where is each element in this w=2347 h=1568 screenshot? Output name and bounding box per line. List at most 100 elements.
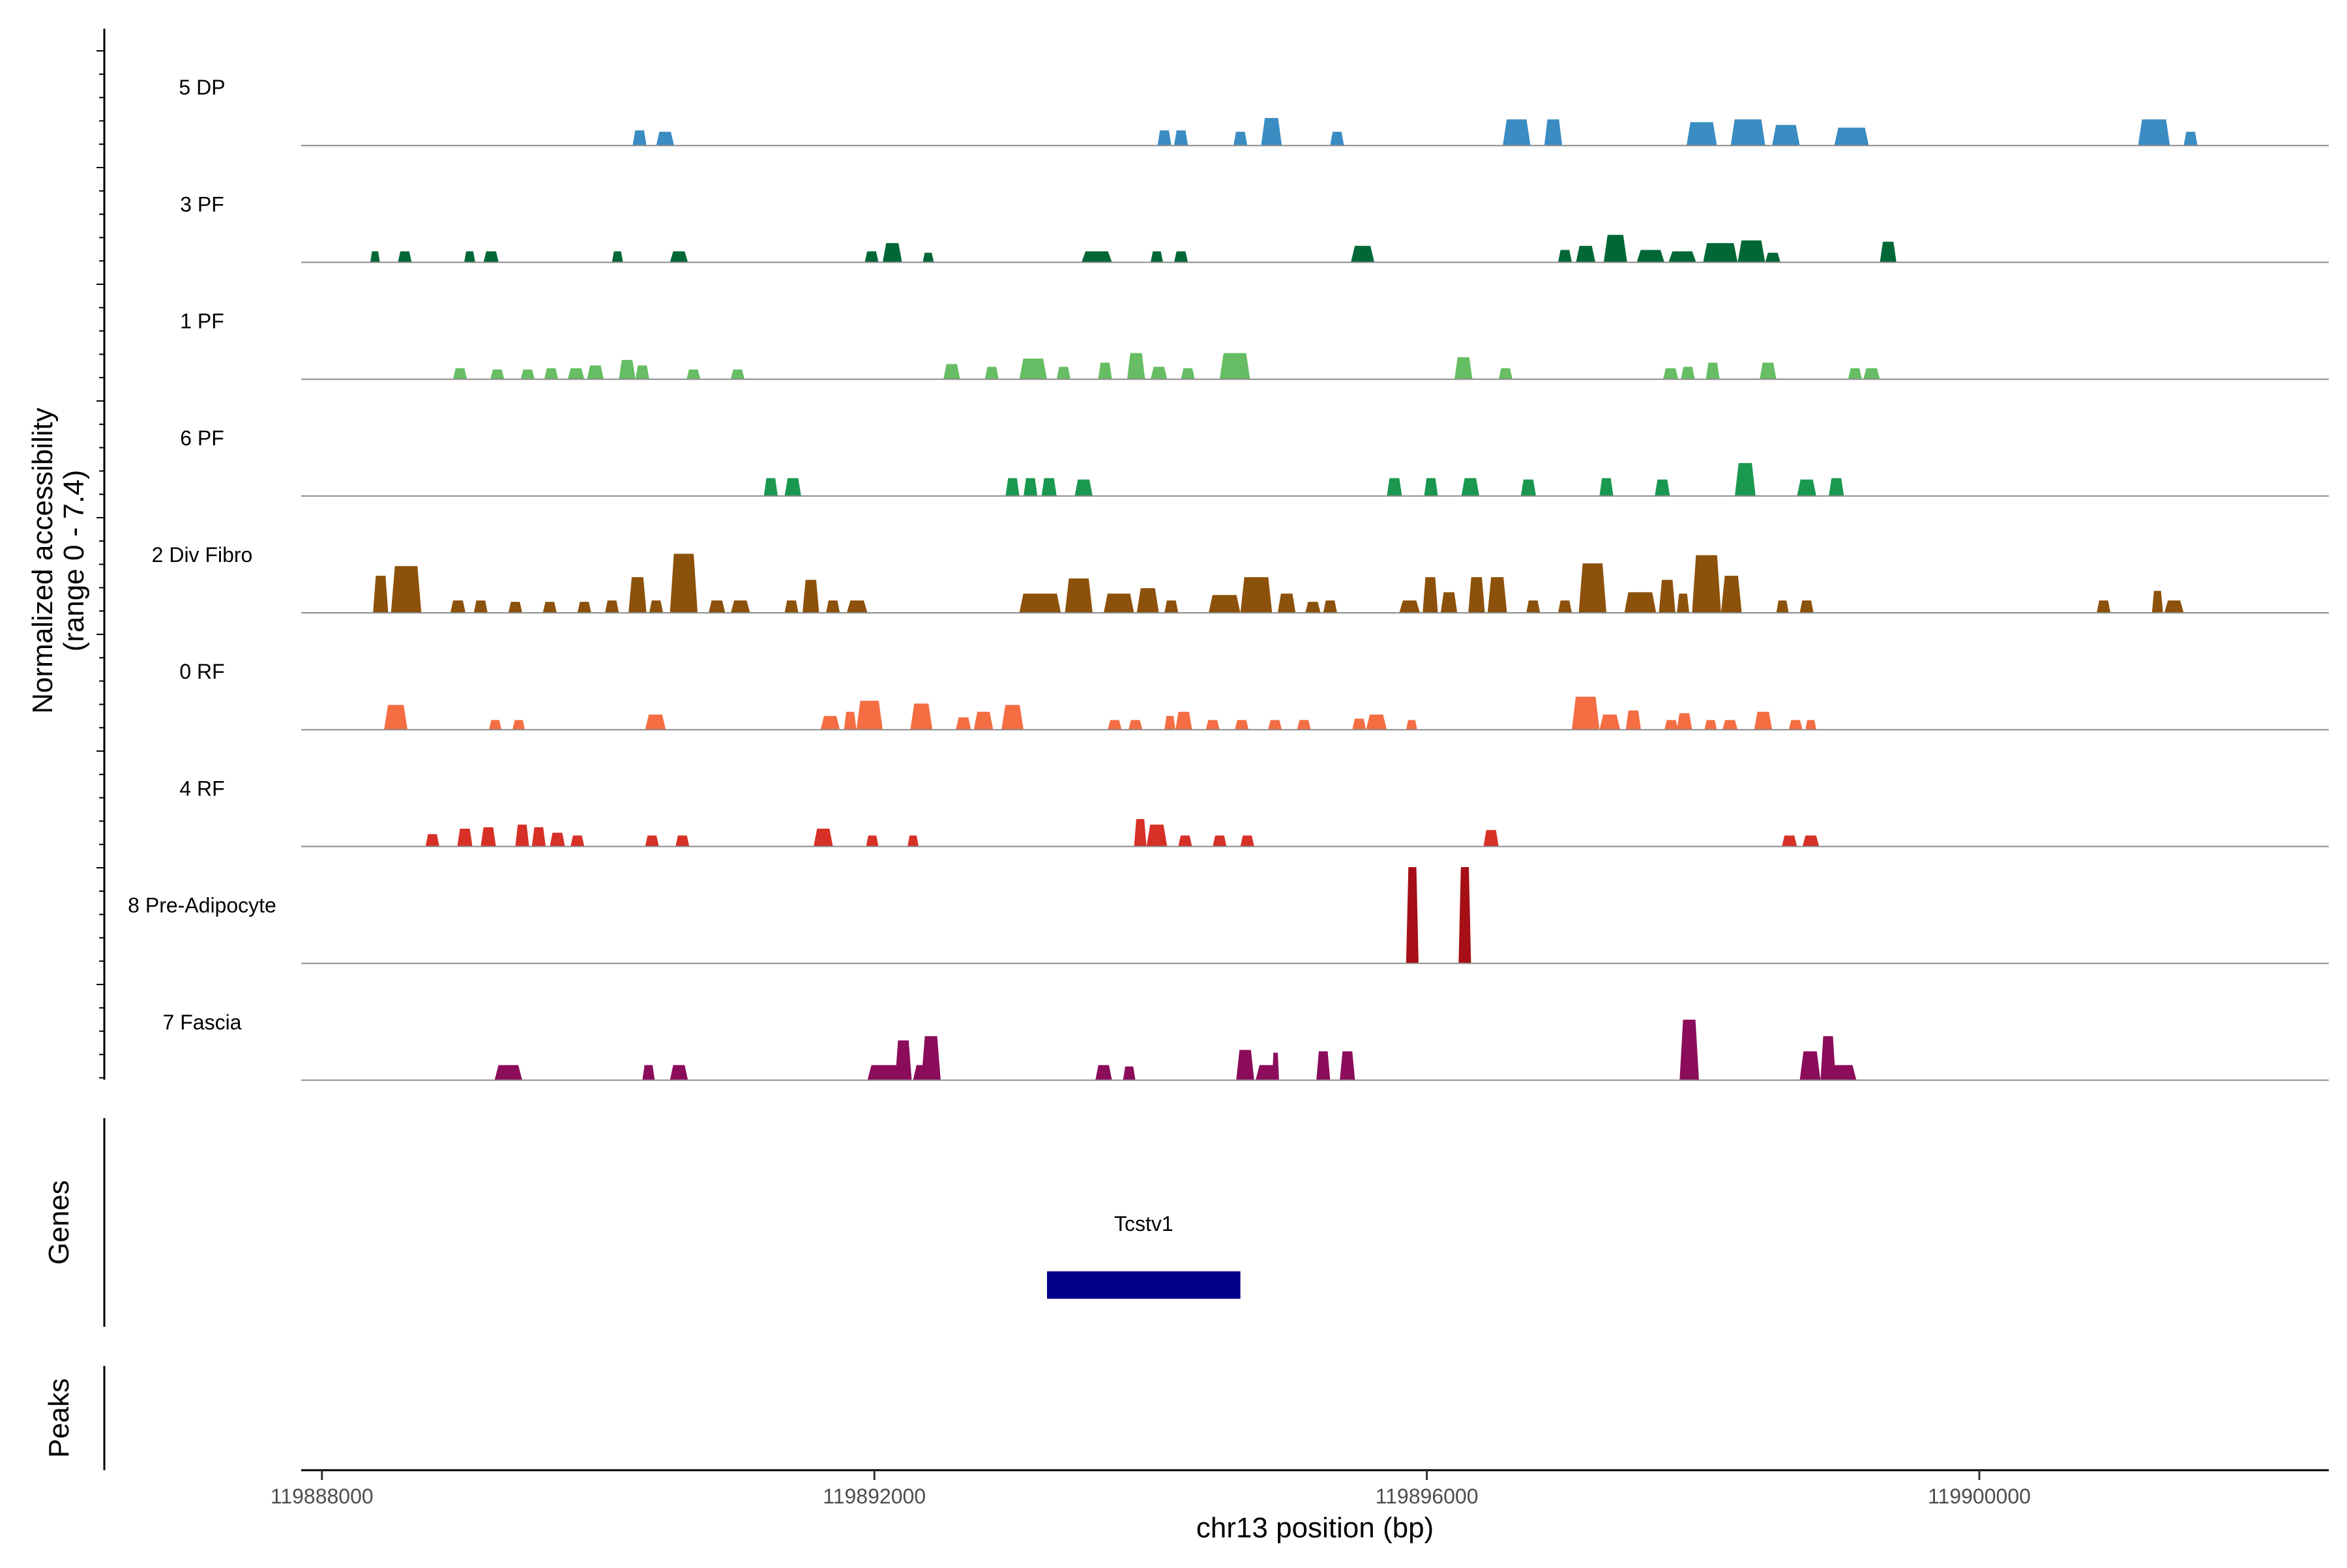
coverage-peak <box>1625 710 1641 730</box>
coverage-peak <box>730 369 745 379</box>
coverage-peak <box>1297 720 1311 730</box>
x-tick-label: 119888000 <box>271 1485 374 1508</box>
coverage-peak <box>1236 1050 1254 1080</box>
coverage-peak <box>1134 819 1147 847</box>
coverage-peak <box>370 251 380 263</box>
coverage-peak <box>425 834 439 847</box>
coverage-peak <box>1056 366 1070 379</box>
coverage-peak <box>490 369 505 379</box>
coverage-peak <box>1703 243 1738 263</box>
coverage-peak <box>1095 1065 1112 1080</box>
coverage-peak <box>570 835 585 847</box>
coverage-peak <box>1578 563 1606 613</box>
track-3-pf: 3 PF <box>180 192 2329 263</box>
coverage-peak <box>820 716 840 730</box>
track-label: 0 RF <box>179 660 224 683</box>
coverage-peak <box>1174 251 1188 263</box>
coverage-peak <box>1150 251 1163 263</box>
coverage-peak <box>1655 479 1670 496</box>
track-0-rf: 0 RF <box>179 660 2329 731</box>
coverage-peak <box>1576 246 1596 263</box>
coverage-peak <box>1330 132 1344 146</box>
coverage-peak <box>1799 1051 1821 1080</box>
coverage-peak <box>910 703 933 730</box>
coverage-peak <box>489 720 502 730</box>
coverage-peak <box>1178 835 1192 847</box>
coverage-peak <box>1765 252 1780 263</box>
coverage-peak <box>1277 593 1296 613</box>
coverage-peak <box>453 368 467 379</box>
coverage-peak <box>1692 555 1721 613</box>
coverage-peak <box>1424 478 1438 496</box>
coverage-peak <box>1526 600 1541 613</box>
coverage-peak <box>1001 705 1024 730</box>
coverage-peak <box>1305 602 1321 613</box>
coverage-peak <box>844 711 857 730</box>
x-axis-title: chr13 position (bp) <box>1196 1512 1434 1544</box>
coverage-peak <box>1624 592 1657 613</box>
coverage-peak <box>1636 250 1664 263</box>
coverage-peak <box>642 1065 655 1080</box>
coverage-peak <box>1572 696 1600 730</box>
coverage-peak <box>1205 720 1220 730</box>
coverage-peak <box>1820 1036 1836 1080</box>
coverage-peak <box>2138 119 2170 146</box>
coverage-peak <box>1323 600 1337 613</box>
coverage-peak <box>520 369 535 379</box>
track-label: 6 PF <box>180 426 224 450</box>
coverage-peak <box>1662 368 1679 379</box>
coverage-peak <box>1664 720 1679 730</box>
coverage-peak <box>1174 130 1188 146</box>
coverage-peak <box>1735 463 1756 496</box>
coverage-peak <box>1686 122 1717 146</box>
coverage-peak <box>542 602 557 613</box>
coverage-peak <box>956 717 971 730</box>
coverage-peak <box>1454 357 1473 379</box>
coverage-peak <box>619 360 636 379</box>
coverage-peak <box>1129 720 1143 730</box>
coverage-peak <box>1799 600 1814 613</box>
coverage-peak <box>1213 835 1227 847</box>
y-axis-title-line1: Normalized accessibility <box>27 407 59 713</box>
coverage-peak <box>908 835 919 847</box>
coverage-peak <box>1737 240 1765 263</box>
coverage-peak <box>2164 600 2184 613</box>
track-label: 1 PF <box>180 310 224 333</box>
coverage-peak <box>1776 600 1789 613</box>
coverage-peak <box>1240 577 1273 613</box>
coverage-peak <box>1830 1065 1857 1080</box>
coverage-peak <box>1240 835 1254 847</box>
track-label: 5 DP <box>179 76 225 99</box>
coverage-peak <box>730 600 750 613</box>
coverage-peak <box>450 600 466 613</box>
coverage-peak <box>670 251 688 263</box>
peaks-panel-label: Peaks <box>43 1378 75 1458</box>
coverage-peak <box>1544 119 1563 146</box>
coverage-peak <box>1181 368 1195 379</box>
track-7-fascia: 7 Fascia <box>163 1011 2329 1081</box>
coverage-peak <box>866 835 879 847</box>
coverage-peak <box>1681 366 1695 379</box>
coverage-peak <box>1848 368 1862 379</box>
coverage-peak <box>1024 478 1038 496</box>
coverage-peak <box>803 580 819 613</box>
coverage-peak <box>1255 1065 1278 1080</box>
coverage-peak <box>1351 246 1375 263</box>
coverage-peak <box>1108 720 1122 730</box>
coverage-peak <box>1366 715 1387 730</box>
coverage-peak <box>1103 593 1134 613</box>
track-label: 8 Pre-Adipocyte <box>128 894 276 917</box>
coverage-peak <box>635 365 649 379</box>
coverage-peak <box>384 705 408 730</box>
coverage-peak <box>587 365 604 379</box>
gene-bar-tcstv1 <box>1047 1271 1241 1299</box>
y-axis-title-line2: (range 0 - 7.4) <box>58 470 90 652</box>
coverage-peak <box>1019 359 1047 379</box>
coverage-peak <box>1157 130 1172 146</box>
coverage-peak <box>1863 368 1880 379</box>
coverage-peak <box>391 566 422 613</box>
coverage-peak <box>1834 127 1869 146</box>
coverage-peak <box>675 835 690 847</box>
coverage-peak <box>826 600 840 613</box>
